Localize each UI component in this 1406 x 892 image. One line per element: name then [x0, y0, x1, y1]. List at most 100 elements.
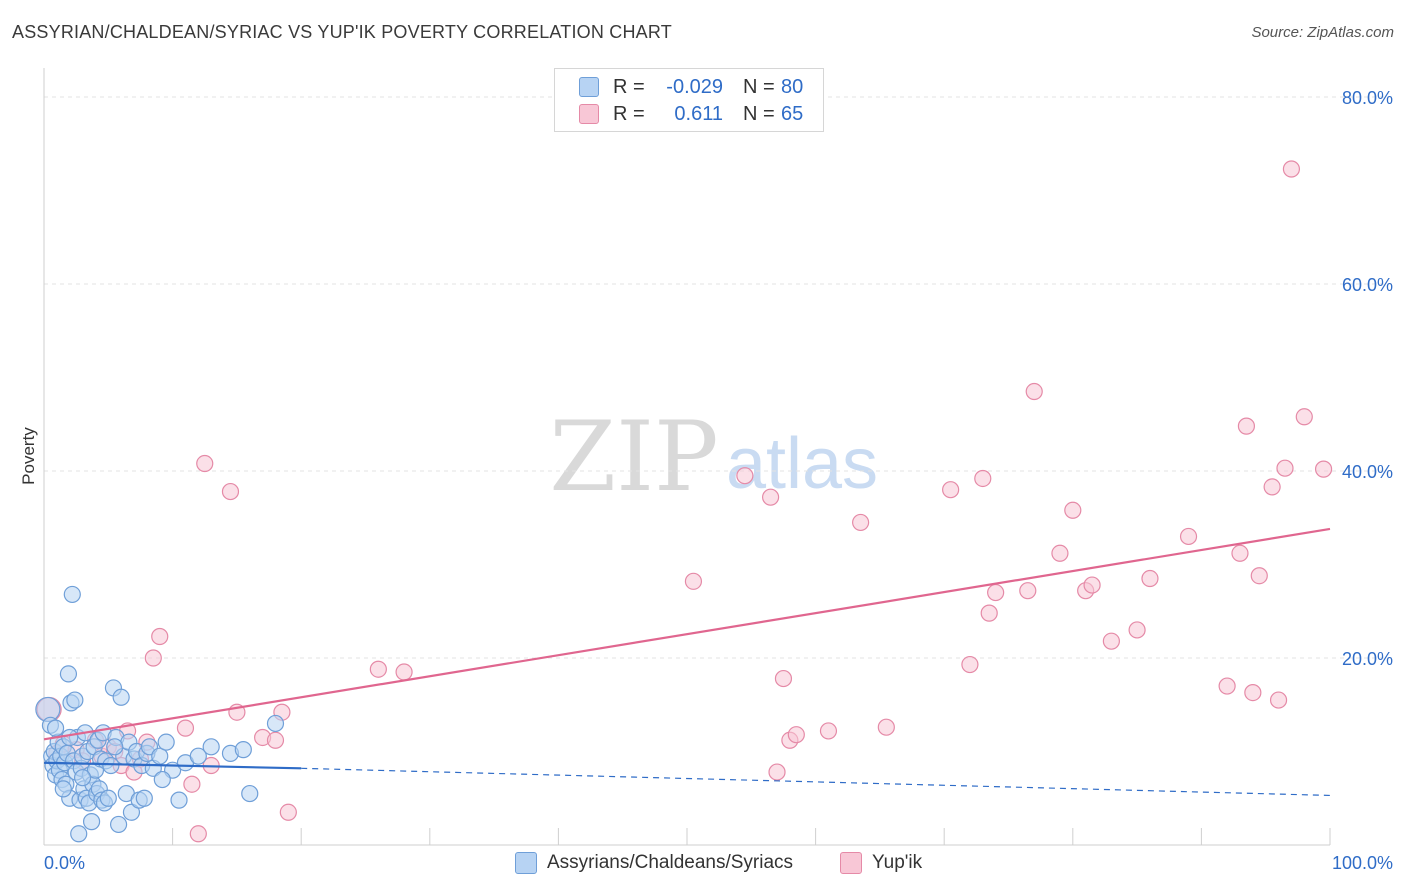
- assyrian-point: [59, 665, 78, 683]
- legend-item-yupik[interactable]: Yup'ik: [840, 852, 922, 874]
- yupik-point: [768, 763, 786, 781]
- legend-r-value-yupik: 0.611: [674, 102, 723, 125]
- yupik-point: [774, 669, 793, 688]
- source-label: Source: ZipAtlas.com: [1251, 24, 1394, 41]
- yupik-point: [942, 481, 960, 499]
- assyrian-point: [63, 585, 81, 604]
- assyrian-point: [46, 719, 65, 737]
- yupik-point: [761, 488, 780, 506]
- x-tick-label-min: 0.0%: [44, 853, 85, 873]
- yupik-point: [819, 722, 838, 740]
- yupik-point: [279, 803, 297, 821]
- assyrian-point: [99, 789, 117, 807]
- yupik-point: [974, 469, 992, 488]
- legend-n-label: N =: [743, 102, 775, 125]
- y-tick-label: 60.0%: [1342, 275, 1393, 295]
- yupik-point: [1276, 459, 1294, 477]
- yupik-point: [189, 825, 207, 843]
- yupik-point: [980, 604, 998, 622]
- yupik-point: [1282, 160, 1301, 178]
- legend-r-value-assyrian: -0.029: [666, 75, 723, 98]
- legend-n-value-assyrian: 80: [781, 75, 804, 98]
- chart-title: ASSYRIAN/CHALDEAN/SYRIAC VS YUP'IK POVER…: [12, 22, 672, 42]
- yupik-point: [1102, 632, 1120, 650]
- yupik-point: [1064, 501, 1082, 519]
- yupik-point: [1083, 576, 1101, 594]
- yupik-point: [1269, 691, 1288, 709]
- assyrian-point: [122, 803, 141, 821]
- yupik-point: [736, 467, 754, 485]
- assyrian-point: [266, 714, 285, 733]
- yupik-point: [183, 775, 201, 793]
- yupik-point: [1295, 408, 1313, 426]
- grid-lines: [44, 96, 1392, 659]
- yupik-point: [395, 663, 413, 681]
- yupik-point: [1019, 582, 1037, 600]
- legend-label-yupik: Yup'ik: [872, 852, 923, 873]
- yupik-point: [1128, 621, 1146, 639]
- assyrian-point: [61, 728, 79, 747]
- legend-swatch-blue: [579, 77, 599, 97]
- legend-r-label: R =: [613, 75, 645, 98]
- assyrian-point: [157, 733, 175, 751]
- yupik-point: [1179, 527, 1198, 546]
- yupik-point: [1218, 677, 1236, 695]
- assyrian-point: [106, 738, 124, 756]
- correlation-legend: R = -0.029 N = 80 R = 0.611 N = 65: [554, 68, 824, 132]
- legend-n-label: N =: [743, 75, 775, 98]
- y-axis-label: Poverty: [19, 427, 38, 485]
- series-assyrian-points: [35, 585, 285, 843]
- legend-swatch-pink: [579, 104, 599, 124]
- trend-line-assyrian-extension: [301, 767, 1331, 797]
- assyrian-point: [202, 738, 220, 756]
- yupik-point: [1314, 460, 1333, 478]
- legend-item-assyrian[interactable]: Assyrians/Chaldeans/Syriacs: [515, 852, 793, 874]
- legend-row-assyrian: R = -0.029 N = 80: [579, 74, 803, 100]
- assyrian-point: [66, 691, 84, 709]
- yupik-point: [961, 655, 979, 674]
- watermark: ZIP atlas: [549, 401, 878, 513]
- y-tick-label: 80.0%: [1342, 88, 1393, 108]
- yupik-point: [1263, 478, 1281, 496]
- assyrian-point: [54, 780, 72, 798]
- y-tick-label: 40.0%: [1342, 462, 1393, 482]
- trend-line-yupik: [43, 527, 1331, 741]
- yupik-point: [369, 660, 387, 678]
- yupik-point: [266, 731, 285, 749]
- yupik-point: [1025, 382, 1043, 401]
- assyrian-point: [170, 791, 188, 809]
- y-tick-label: 20.0%: [1342, 649, 1393, 669]
- yupik-point: [1250, 567, 1268, 585]
- yupik-point: [987, 583, 1005, 602]
- assyrian-point: [73, 769, 92, 787]
- yupik-point: [144, 649, 162, 667]
- legend-swatch-blue: [515, 852, 537, 874]
- yupik-point: [1231, 544, 1249, 562]
- x-tick-label-max: 100.0%: [1332, 853, 1393, 873]
- assyrian-point: [112, 688, 130, 706]
- assyrian-point: [109, 815, 128, 834]
- yupik-point: [1237, 417, 1256, 435]
- yupik-point: [176, 719, 195, 737]
- yupik-point: [852, 513, 870, 532]
- legend-row-yupik: R = 0.611 N = 65: [579, 101, 803, 127]
- yupik-point: [1244, 683, 1262, 702]
- watermark-zip: ZIP: [549, 401, 718, 513]
- watermark-atlas: atlas: [726, 424, 878, 504]
- y-tick-labels: 20.0% 40.0% 60.0% 80.0%: [1342, 88, 1393, 669]
- legend-swatch-pink: [840, 852, 862, 874]
- assyrian-point: [70, 825, 88, 843]
- assyrian-point: [102, 756, 120, 775]
- assyrian-point: [189, 747, 207, 765]
- yupik-point: [684, 572, 703, 590]
- trend-line-assyrian: [43, 761, 302, 770]
- assyrian-point: [82, 813, 101, 831]
- yupik-point: [1051, 544, 1069, 562]
- legend-label-assyrian: Assyrians/Chaldeans/Syriacs: [547, 852, 794, 873]
- yupik-point: [787, 726, 805, 744]
- assyrian-point: [241, 784, 259, 803]
- assyrian-point: [234, 741, 252, 759]
- yupik-point: [221, 482, 240, 501]
- yupik-point: [196, 454, 214, 473]
